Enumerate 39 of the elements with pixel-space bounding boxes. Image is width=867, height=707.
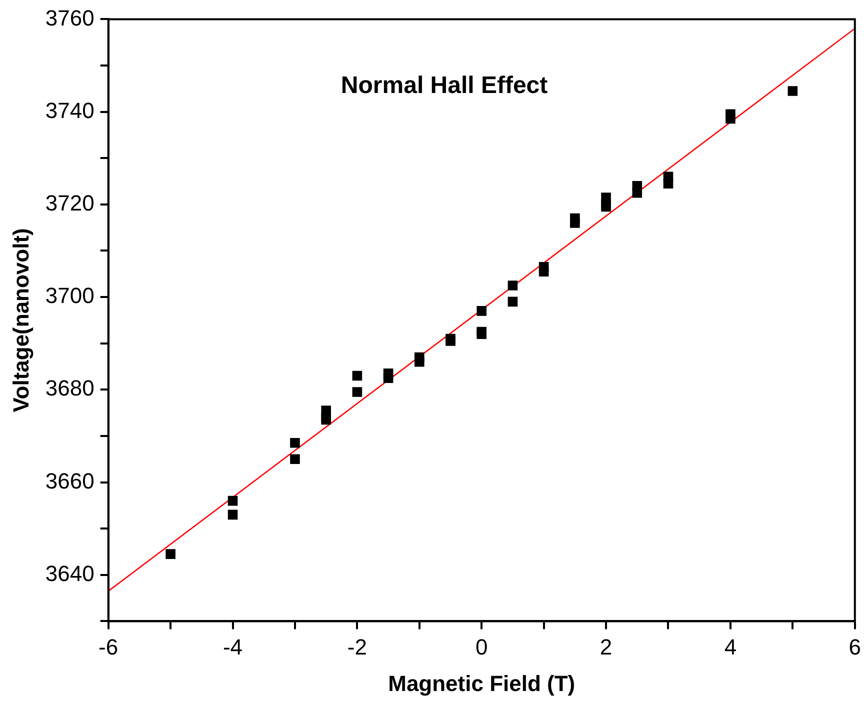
point: [570, 218, 580, 228]
y-tick-label: 3660: [45, 468, 94, 494]
point: [788, 86, 798, 96]
x-tick-label: -2: [347, 634, 367, 660]
x-tick-label: 4: [724, 634, 737, 660]
x-tick-label: 6: [848, 634, 862, 660]
point: [476, 329, 487, 339]
y-tick-label: 3760: [45, 5, 94, 30]
point: [321, 414, 331, 425]
point: [290, 438, 300, 448]
point: [352, 370, 362, 381]
point: [228, 496, 238, 506]
point: [538, 266, 549, 276]
y-tick-label: 3720: [45, 190, 94, 216]
y-axis-title: Voltage(nanovolt): [8, 228, 34, 412]
point: [632, 188, 642, 198]
point: [383, 373, 394, 383]
x-tick-label: 2: [600, 634, 612, 660]
point: [476, 306, 487, 316]
point: [446, 336, 456, 346]
y-tick-label: 3740: [45, 98, 94, 123]
point: [663, 178, 674, 188]
text: Normal Hall Effect: [340, 72, 548, 99]
point: [414, 356, 424, 367]
point: [290, 454, 300, 464]
x-axis-title: Magnetic Field (T): [388, 670, 576, 696]
x-tick-label: -4: [222, 634, 243, 660]
point: [508, 296, 518, 307]
point: [352, 387, 362, 397]
point: [601, 202, 611, 212]
x-tick-label: -6: [98, 634, 118, 660]
point: [228, 510, 238, 520]
x-tick-label: 0: [475, 634, 488, 660]
point: [166, 549, 176, 559]
point: [508, 280, 518, 290]
point: [726, 114, 736, 124]
y-tick-label: 3640: [45, 560, 94, 586]
y-tick-label: 3680: [45, 376, 94, 401]
y-tick-label: 3700: [45, 283, 94, 308]
